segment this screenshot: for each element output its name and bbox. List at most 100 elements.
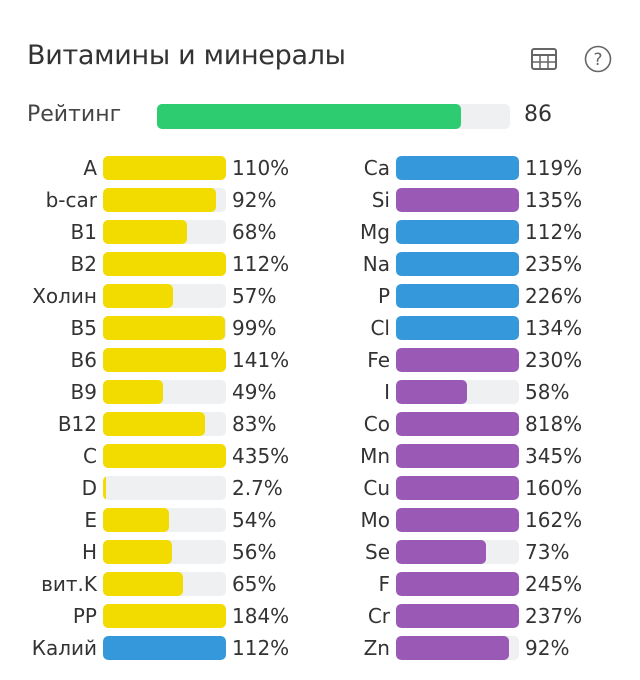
nutrient-row: Zn 92% xyxy=(298,635,569,661)
nutrient-percent: 58% xyxy=(525,380,570,404)
rating-bar xyxy=(157,104,510,129)
nutrient-bar xyxy=(396,380,519,404)
nutrient-row: C 435% xyxy=(5,443,289,469)
nutrient-percent: 245% xyxy=(525,572,583,596)
nutrient-row: F 245% xyxy=(298,571,582,597)
nutrient-row: Mg 112% xyxy=(298,219,582,245)
nutrient-label: Zn xyxy=(363,636,390,660)
nutrient-bar-fill xyxy=(396,156,519,180)
nutrient-percent: 435% xyxy=(232,444,290,468)
nutrient-bar-fill xyxy=(103,508,170,532)
nutrient-row: I 58% xyxy=(298,379,569,405)
nutrient-bar-fill xyxy=(396,476,519,500)
nutrient-row: вит.K 65% xyxy=(5,571,276,597)
nutrient-percent: 345% xyxy=(525,444,583,468)
nutrient-row: Na 235% xyxy=(298,251,582,277)
nutrient-label: B5 xyxy=(70,316,97,340)
nutrient-percent: 162% xyxy=(525,508,583,532)
nutrient-percent: 237% xyxy=(525,604,583,628)
nutrient-bar xyxy=(103,508,226,532)
nutrient-label: Cu xyxy=(363,476,390,500)
nutrient-label: вит.K xyxy=(41,572,97,596)
nutrient-bar xyxy=(396,316,519,340)
nutrient-percent: 141% xyxy=(232,348,290,372)
nutrient-row: Se 73% xyxy=(298,539,569,565)
nutrient-bar xyxy=(103,444,226,468)
nutrient-label: Si xyxy=(371,188,390,212)
nutrient-percent: 112% xyxy=(232,636,290,660)
nutrient-bar xyxy=(103,572,226,596)
nutrient-bar xyxy=(103,380,226,404)
nutrient-bar xyxy=(396,156,519,180)
nutrient-row: B5 99% xyxy=(5,315,276,341)
table-icon[interactable] xyxy=(530,45,558,73)
nutrient-row: Калий 112% xyxy=(5,635,289,661)
nutrient-bar xyxy=(396,636,519,660)
nutrient-bar-fill xyxy=(396,380,468,404)
nutrient-bar-fill xyxy=(103,604,226,628)
nutrient-bar-fill xyxy=(396,508,519,532)
nutrient-row: Холин 57% xyxy=(5,283,276,309)
nutrient-row: H 56% xyxy=(5,539,276,565)
nutrient-row: b-car 92% xyxy=(5,187,276,213)
nutrient-percent: 110% xyxy=(232,156,290,180)
nutrient-percent: 57% xyxy=(232,284,277,308)
nutrient-label: Mg xyxy=(360,220,390,244)
nutrient-bar-fill xyxy=(396,252,519,276)
nutrient-percent: 92% xyxy=(525,636,570,660)
nutrient-row: E 54% xyxy=(5,507,276,533)
nutrient-label: H xyxy=(81,540,97,564)
nutrient-row: A 110% xyxy=(5,155,289,181)
nutrient-bar xyxy=(396,508,519,532)
nutrient-label: Fe xyxy=(367,348,390,372)
nutrient-percent: 65% xyxy=(232,572,277,596)
nutrient-bar-fill xyxy=(396,604,519,628)
nutrient-bar-fill xyxy=(103,156,226,180)
nutrient-label: Mo xyxy=(360,508,391,532)
nutrient-bar xyxy=(396,540,519,564)
nutrient-row: Cu 160% xyxy=(298,475,582,501)
nutrient-label: A xyxy=(83,156,97,180)
nutrient-bar-fill xyxy=(396,636,510,660)
nutrient-label: Cr xyxy=(367,604,390,628)
nutrient-bar xyxy=(103,476,226,500)
nutrient-percent: 83% xyxy=(232,412,277,436)
nutrient-row: Mn 345% xyxy=(298,443,582,469)
nutrient-bar xyxy=(396,444,519,468)
nutrient-bar-fill xyxy=(396,188,519,212)
nutrient-percent: 184% xyxy=(232,604,290,628)
rating-value: 86 xyxy=(524,102,552,127)
nutrient-percent: 73% xyxy=(525,540,570,564)
page-title: Витамины и минералы xyxy=(27,40,346,71)
nutrient-bar-fill xyxy=(103,476,107,500)
nutrient-percent: 56% xyxy=(232,540,277,564)
nutrient-label: D xyxy=(81,476,97,500)
nutrient-percent: 119% xyxy=(525,156,583,180)
nutrient-label: I xyxy=(384,380,390,404)
nutrient-bar-fill xyxy=(103,348,226,372)
nutrient-bar xyxy=(396,252,519,276)
nutrient-percent: 99% xyxy=(232,316,277,340)
nutrient-percent: 135% xyxy=(525,188,583,212)
nutrient-label: Cl xyxy=(370,316,390,340)
nutrient-label: B1 xyxy=(70,220,97,244)
nutrient-bar xyxy=(396,412,519,436)
nutrient-row: B6 141% xyxy=(5,347,289,373)
nutrient-label: F xyxy=(378,572,390,596)
nutrient-label: B2 xyxy=(70,252,97,276)
nutrient-label: PP xyxy=(72,604,97,628)
help-icon[interactable]: ? xyxy=(584,45,612,73)
nutrient-bar xyxy=(396,476,519,500)
nutrient-bar-fill xyxy=(396,348,519,372)
nutrient-row: P 226% xyxy=(298,283,582,309)
nutrient-row: B9 49% xyxy=(5,379,276,405)
nutrient-row: B12 83% xyxy=(5,411,276,437)
nutrient-label: B12 xyxy=(57,412,97,436)
nutrient-bar-fill xyxy=(103,220,187,244)
nutrient-label: Co xyxy=(363,412,390,436)
nutrient-bar-fill xyxy=(103,636,226,660)
nutrient-bar-fill xyxy=(103,444,226,468)
nutrient-percent: 235% xyxy=(525,252,583,276)
nutrient-percent: 54% xyxy=(232,508,277,532)
nutrient-bar xyxy=(103,252,226,276)
